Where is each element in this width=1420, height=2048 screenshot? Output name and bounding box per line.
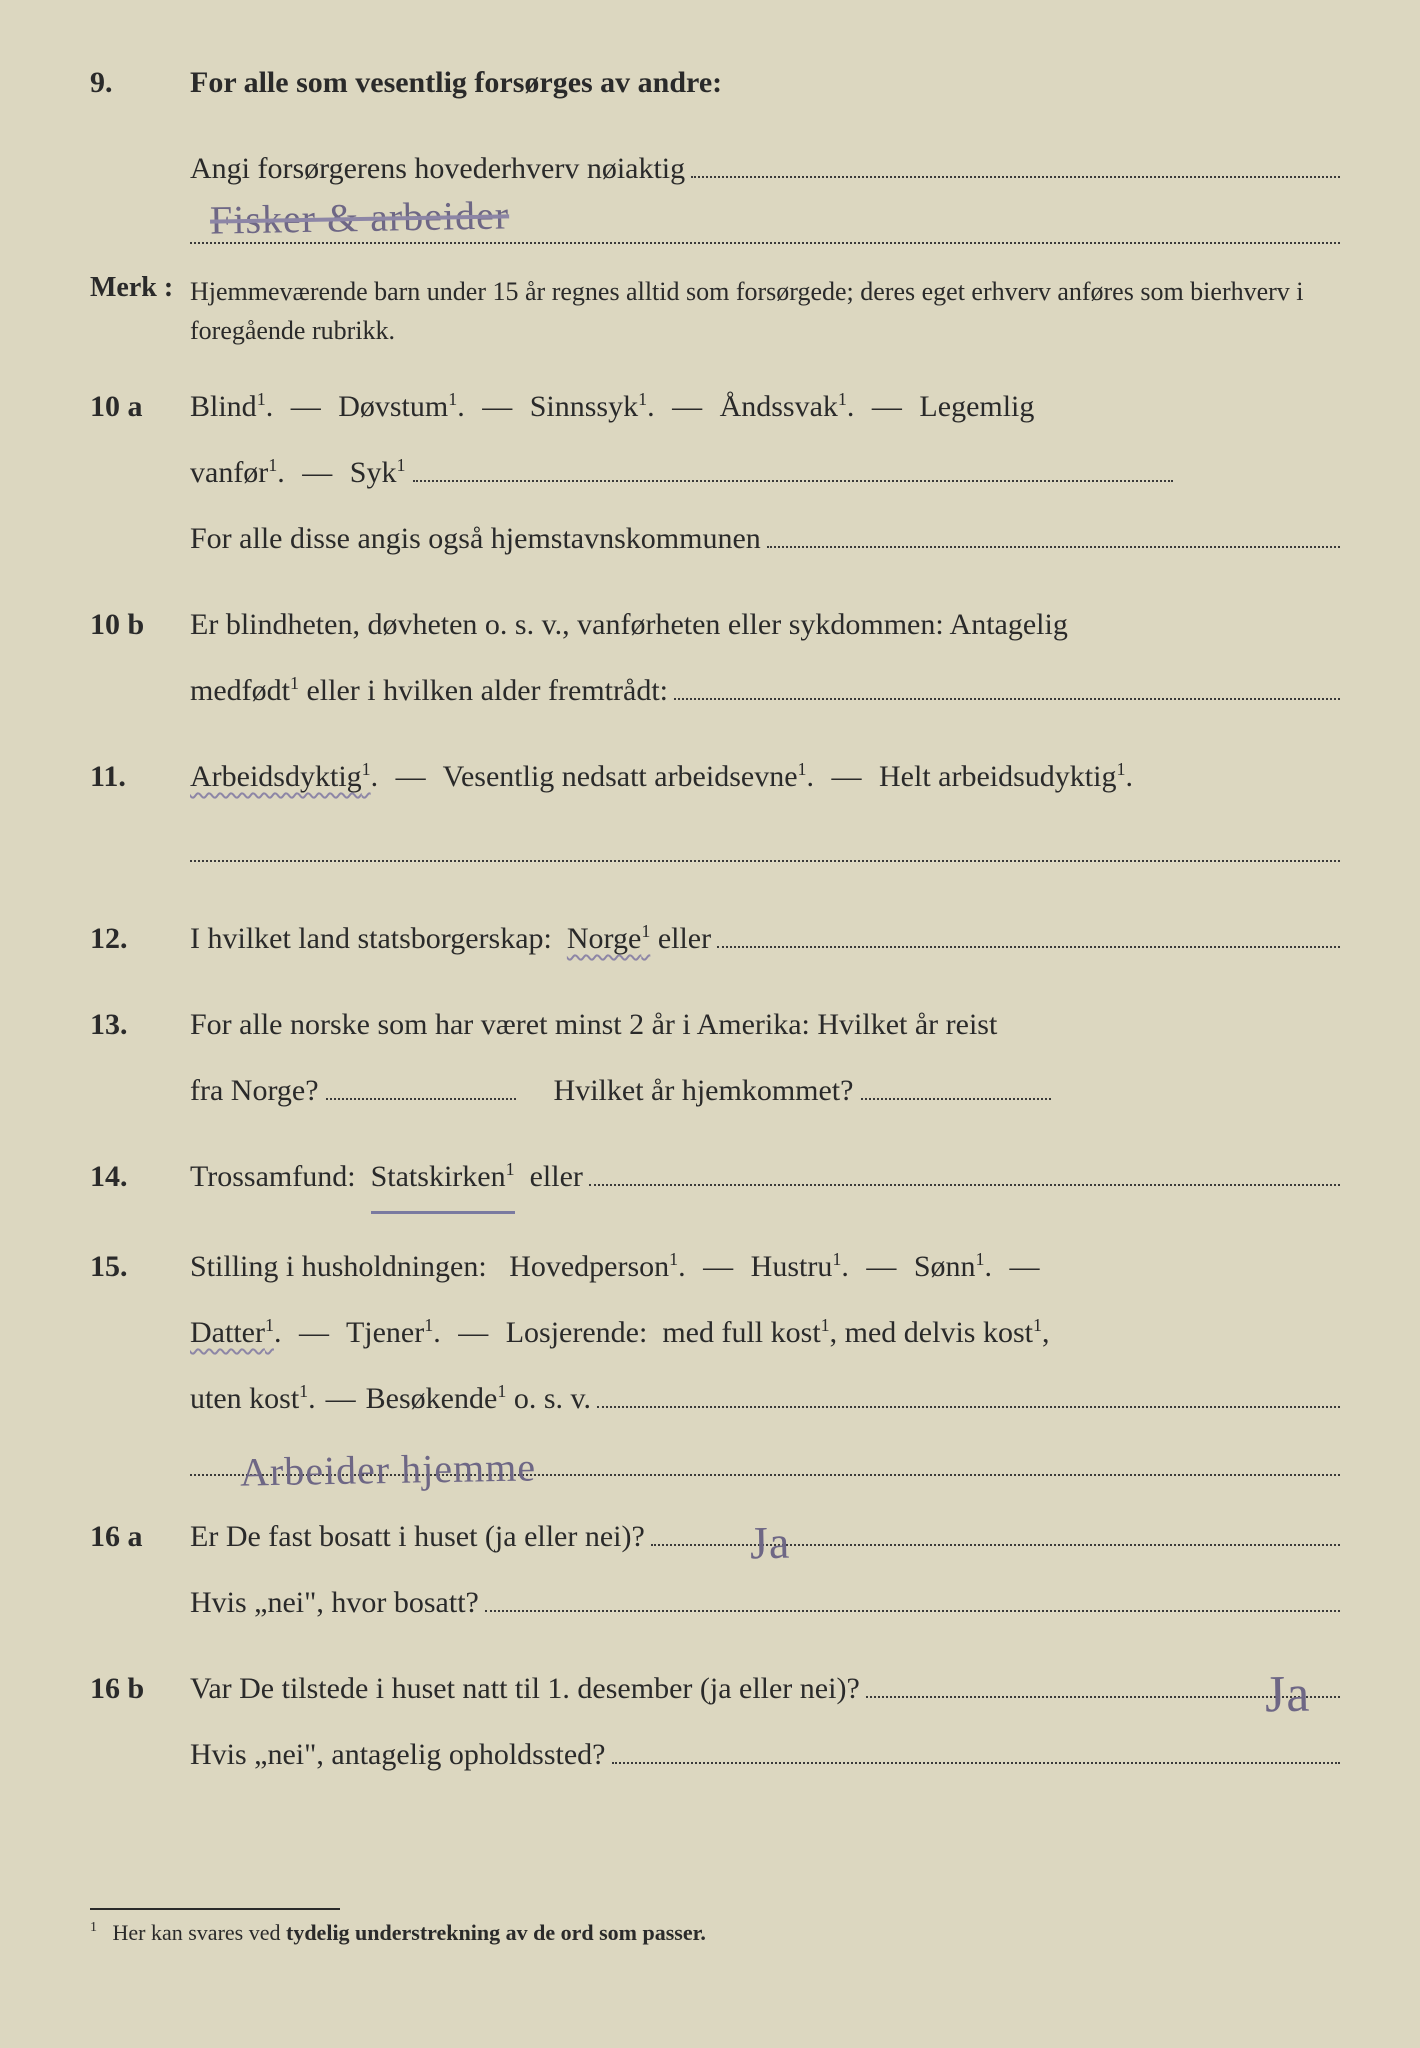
q9-heading: For alle som vesentlig forsørges av andr… bbox=[190, 66, 722, 99]
q9-prompt-line: Angi forsørgerens hovederhverv nøiaktig bbox=[90, 136, 1340, 202]
q15-handwritten: Arbeider hjemme bbox=[239, 1423, 536, 1516]
q13-hjemkommet: Hvilket år hjemkommet? bbox=[554, 1074, 854, 1107]
merk-label: Merk : bbox=[90, 272, 190, 350]
merk-note: Merk : Hjemmeværende barn under 15 år re… bbox=[90, 272, 1340, 350]
q10a-opt-dovstum: Døvstum1. bbox=[338, 390, 465, 423]
footnote-number: 1 bbox=[90, 1920, 107, 1935]
q15-blank1 bbox=[597, 1375, 1340, 1409]
q10a-opt-andssvak: Åndssvak1. bbox=[720, 390, 855, 423]
q15-lead: Stilling i husholdningen: bbox=[190, 1250, 487, 1283]
q10a-blank2 bbox=[767, 515, 1340, 549]
q10a-opt-legemlig: Legemlig bbox=[919, 390, 1034, 423]
q10a-number: 10 a bbox=[90, 390, 190, 424]
q10b-blank bbox=[674, 667, 1340, 701]
question-16b: 16 b Var De tilstede i huset natt til 1.… bbox=[90, 1656, 1340, 1788]
q13-text1: For alle norske som har været minst 2 år… bbox=[190, 1008, 997, 1041]
q10a-opt-syk: Syk1 bbox=[350, 456, 406, 489]
question-10a: 10 a Blind1. — Døvstum1. — Sinnssyk1. — … bbox=[90, 374, 1340, 572]
q13-number: 13. bbox=[90, 1008, 190, 1042]
q15-opt-tjener: Tjener1. bbox=[346, 1316, 441, 1349]
q10a-blank bbox=[413, 449, 1173, 483]
q10a-opt-vanfor: vanfør1. bbox=[190, 456, 285, 489]
question-16a: 16 a Er De fast bosatt i huset (ja eller… bbox=[90, 1504, 1340, 1636]
q15-opt-sonn: Sønn1. bbox=[914, 1250, 992, 1283]
question-11: 11. Arbeidsdyktig1. — Vesentlig nedsatt … bbox=[90, 744, 1340, 886]
q15-kost-uten: uten kost1. bbox=[190, 1366, 316, 1432]
q11-opt-arbeidsdyktig: Arbeidsdyktig1 bbox=[190, 760, 371, 793]
q11-opt-nedsatt: Vesentlig nedsatt arbeidsevne1. bbox=[443, 760, 814, 793]
q15-kost-full: med full kost1, bbox=[662, 1316, 837, 1349]
q9-answer-line: Fisker & arbeider bbox=[90, 202, 1340, 254]
footnote-text-b: tydelig understrekning av de ord som pas… bbox=[286, 1920, 706, 1945]
q16b-sub-blank bbox=[612, 1731, 1341, 1765]
q16a-answer: Ja bbox=[749, 1492, 791, 1594]
question-10b: 10 b Er blindheten, døvheten o. s. v., v… bbox=[90, 592, 1340, 724]
q16b-answer: Ja bbox=[1264, 1638, 1311, 1753]
q12-opt-norge: Norge1 bbox=[567, 906, 650, 972]
q13-blank2 bbox=[861, 1067, 1051, 1101]
question-9: 9. For alle som vesentlig forsørges av a… bbox=[90, 50, 1340, 116]
q10a-opt-sinnssyk: Sinnssyk1. bbox=[530, 390, 655, 423]
q13-blank1 bbox=[326, 1067, 516, 1101]
q10b-number: 10 b bbox=[90, 608, 190, 642]
q11-number: 11. bbox=[90, 760, 190, 794]
q12-number: 12. bbox=[90, 922, 190, 956]
q15-opt-datter: Datter1 bbox=[190, 1316, 274, 1349]
question-15: 15. Stilling i husholdningen: Hovedperso… bbox=[90, 1234, 1340, 1484]
q15-number: 15. bbox=[90, 1250, 190, 1284]
q13-fra-norge: fra Norge? bbox=[190, 1074, 319, 1107]
q10a-opt-blind: Blind1. bbox=[190, 390, 273, 423]
q15-kost-delvis: med delvis kost1, bbox=[845, 1316, 1050, 1349]
q15-losjerende: Losjerende: bbox=[506, 1316, 648, 1349]
q16a-sub: Hvis „nei", hvor bosatt? bbox=[190, 1570, 479, 1636]
q14-number: 14. bbox=[90, 1160, 190, 1194]
q12-blank bbox=[717, 915, 1340, 949]
question-12: 12. I hvilket land statsborgerskap: Norg… bbox=[90, 906, 1340, 972]
q15-opt-hovedperson: Hovedperson1. bbox=[509, 1250, 685, 1283]
footnote-text-a: Her kan svares ved bbox=[113, 1920, 287, 1945]
question-13: 13. For alle norske som har været minst … bbox=[90, 992, 1340, 1124]
q12-eller: eller bbox=[658, 906, 711, 972]
q11-opt-udyktig: Helt arbeidsudyktig1. bbox=[879, 760, 1133, 793]
q10b-text1: Er blindheten, døvheten o. s. v., vanfør… bbox=[190, 608, 1068, 641]
q15-opt-hustru: Hustru1. bbox=[751, 1250, 849, 1283]
q14-blank bbox=[589, 1153, 1340, 1187]
q15-osv: o. s. v. bbox=[514, 1366, 591, 1432]
q9-number: 9. bbox=[90, 66, 190, 100]
q9-handwritten: Fisker & arbeider bbox=[210, 191, 510, 243]
q16a-question: Er De fast bosatt i huset (ja eller nei)… bbox=[190, 1504, 645, 1570]
q14-text: Trossamfund: bbox=[190, 1144, 356, 1210]
q11-blank bbox=[190, 824, 1340, 862]
q14-opt-statskirken: Statskirken1 bbox=[371, 1144, 515, 1214]
q10b-text2: medfødt1 eller i hvilken alder fremtrådt… bbox=[190, 658, 668, 724]
q10a-hjemstavn: For alle disse angis også hjemstavnskomm… bbox=[190, 506, 761, 572]
q16b-sub: Hvis „nei", antagelig opholdssted? bbox=[190, 1722, 606, 1788]
q16b-number: 16 b bbox=[90, 1672, 190, 1706]
footnote: 1 Her kan svares ved tydelig understrekn… bbox=[90, 1910, 1340, 1946]
merk-text: Hjemmeværende barn under 15 år regnes al… bbox=[190, 272, 1340, 350]
question-14: 14. Trossamfund: Statskirken1 eller bbox=[90, 1144, 1340, 1214]
q12-text: I hvilket land statsborgerskap: bbox=[190, 906, 552, 972]
q15-besokende: Besøkende1 bbox=[366, 1366, 507, 1432]
q10a-options: Blind1. — Døvstum1. — Sinnssyk1. — Åndss… bbox=[190, 374, 1340, 572]
q16b-question: Var De tilstede i huset natt til 1. dese… bbox=[190, 1656, 860, 1722]
q9-blank-1 bbox=[691, 145, 1340, 179]
q16a-number: 16 a bbox=[90, 1520, 190, 1554]
census-form-page: 9. For alle som vesentlig forsørges av a… bbox=[90, 50, 1340, 1946]
q14-eller: eller bbox=[530, 1144, 583, 1210]
q16a-sub-blank bbox=[485, 1579, 1340, 1613]
